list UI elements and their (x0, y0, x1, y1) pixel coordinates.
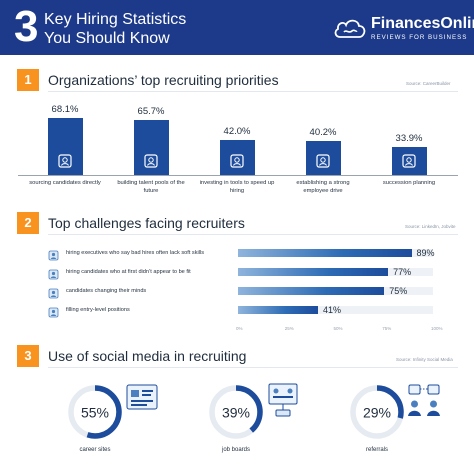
section-2-number: 2 (17, 212, 39, 234)
chart2-category-label: hiring candidates who at first didn’t ap… (66, 269, 191, 275)
person-search-icon (48, 267, 59, 280)
chart2-bar (238, 306, 318, 314)
section-1-source: Source: CareerBuilder (406, 81, 451, 86)
org-chart-icon (48, 248, 59, 261)
chart1-value-label: 65.7% (137, 106, 165, 117)
header-title: Key Hiring Statistics You Should Know (44, 10, 186, 48)
chart1-bar (219, 139, 255, 175)
section-2-divider (48, 234, 458, 235)
section-2-title: Top challenges facing recruiters (48, 215, 245, 231)
clipboard-icon (57, 153, 73, 169)
chart3-donut: 55% (63, 380, 127, 444)
header-title-line2: You Should Know (44, 30, 170, 47)
section-3-divider (48, 367, 458, 368)
brand-name: FinancesOnline (371, 15, 474, 32)
computer-tools-icon (229, 153, 245, 169)
header-title-line1: Key Hiring Statistics (44, 11, 187, 28)
chart2-tick-label: 25% (284, 326, 294, 331)
chart3-donut-slice (350, 385, 404, 439)
chart2-category-label: hiring executives who say bad hires ofte… (66, 250, 205, 256)
chart2-value-label: 75% (389, 286, 408, 296)
section-3-title: Use of social media in recruiting (48, 348, 247, 364)
section-3-source: Source: Infinity Social Media (396, 357, 453, 362)
chart1-bar (47, 118, 83, 175)
chart2-bar (238, 249, 412, 257)
chart3-value-label: 39% (222, 405, 250, 421)
chart3-value-label: 29% (363, 405, 391, 421)
handshake-icon (315, 153, 331, 169)
chart1-value-label: 33.9% (395, 132, 423, 144)
chart2-bar (238, 287, 385, 295)
chart1-value-label: 42.0% (223, 125, 251, 137)
chart2-value-label: 89% (416, 248, 435, 258)
chart1-bar (391, 146, 427, 175)
chart1-category-label: establishing a strong employee drive (296, 180, 350, 194)
checklist-icon (48, 286, 59, 299)
chart2-tick-label: 50% (333, 326, 343, 331)
chart3-category-label: career sites (79, 447, 111, 453)
section-1-divider (48, 91, 458, 92)
job-board-illustration (264, 382, 304, 418)
section-1-title: Organizations’ top recruiting priorities (48, 72, 279, 88)
chart1-axis (18, 175, 458, 176)
chart1-category-label: building talent pools of the future (117, 180, 185, 194)
chart2-category-label: filling entry-level positions (66, 307, 130, 313)
chart1-category-label: sourcing candidates directly (29, 180, 101, 186)
chart3-category-label: job boards (221, 447, 251, 453)
chart3-donut: 29% (345, 380, 409, 444)
referrals-illustration (405, 382, 445, 418)
chart1-category-label: succession planning (382, 180, 436, 186)
financesonline-logo[interactable]: FinancesOnline REVIEWS FOR BUSINESS (333, 15, 474, 43)
chart2-tick-label: 0% (236, 326, 243, 331)
cloud-logo-icon (334, 19, 366, 38)
chart1-category-label: investing in tools to speed up hiring (199, 180, 275, 194)
chart3-value-label: 55% (81, 405, 109, 421)
chart2-value-label: 41% (322, 305, 341, 315)
succession-people-icon (401, 153, 417, 169)
chart3-category-label: referrals (365, 447, 388, 453)
chart2-tick-label: 100% (431, 326, 443, 331)
brand-tagline: REVIEWS FOR BUSINESS (371, 34, 468, 41)
section-3-number: 3 (17, 345, 39, 367)
chart1-value-label: 68.1% (51, 104, 79, 115)
career-site-illustration (123, 382, 163, 418)
chart1-value-label: 40.2% (309, 127, 337, 139)
chart2-category-label: candidates changing their minds (66, 288, 147, 294)
header-banner: 3 Key Hiring Statistics You Should Know … (0, 0, 474, 55)
chart2-bar (238, 268, 389, 276)
chart1-bar (133, 120, 169, 175)
chart2-value-label: 77% (393, 267, 412, 277)
person-search-icon (48, 305, 59, 318)
header-number: 3 (14, 2, 39, 51)
chart1-bar (305, 141, 341, 175)
people-network-icon (143, 153, 159, 169)
chart2-tick-label: 75% (382, 326, 392, 331)
section-1-number: 1 (17, 69, 39, 91)
chart3-donut-slice (68, 385, 122, 439)
chart3-donut: 39% (204, 380, 268, 444)
chart3-donut-slice (209, 385, 263, 439)
chart2-bar-track (238, 306, 433, 314)
section-2-source: Source: LinkedIn, Jobvite (405, 224, 456, 229)
